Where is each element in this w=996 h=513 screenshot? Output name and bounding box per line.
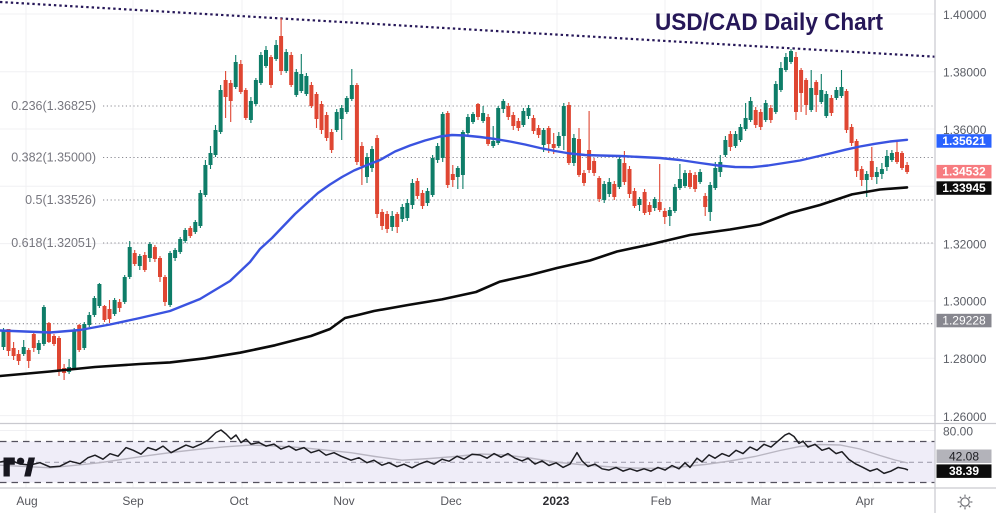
svg-text:1.29228: 1.29228	[942, 314, 986, 328]
svg-text:1.35621: 1.35621	[942, 134, 986, 148]
svg-text:1.32000: 1.32000	[943, 237, 987, 251]
svg-text:1.33945: 1.33945	[942, 181, 986, 195]
svg-text:USD/CAD Daily Chart: USD/CAD Daily Chart	[655, 9, 883, 36]
svg-text:Apr: Apr	[856, 494, 875, 508]
svg-text:Feb: Feb	[651, 494, 672, 508]
svg-text:Dec: Dec	[440, 494, 461, 508]
svg-text:1.40000: 1.40000	[943, 8, 987, 22]
svg-text:1.34532: 1.34532	[942, 165, 986, 179]
svg-text:38.39: 38.39	[949, 464, 979, 478]
svg-text:Mar: Mar	[751, 494, 772, 508]
svg-text:80.00: 80.00	[943, 425, 973, 439]
svg-text:1.26000: 1.26000	[943, 410, 987, 424]
svg-text:1.38000: 1.38000	[943, 66, 987, 80]
svg-text:42.08: 42.08	[949, 449, 979, 463]
svg-text:0.382(1.35000): 0.382(1.35000)	[11, 151, 96, 165]
svg-text:Nov: Nov	[333, 494, 354, 508]
svg-text:Oct: Oct	[230, 494, 249, 508]
svg-text:2023: 2023	[543, 494, 570, 508]
svg-text:0.618(1.32051): 0.618(1.32051)	[11, 236, 96, 250]
svg-text:1.28000: 1.28000	[943, 352, 987, 366]
svg-text:1.30000: 1.30000	[943, 295, 987, 309]
svg-text:0.236(1.36825): 0.236(1.36825)	[11, 99, 96, 113]
svg-text:Sep: Sep	[122, 494, 144, 508]
svg-text:Aug: Aug	[16, 494, 37, 508]
svg-text:0.5(1.33526): 0.5(1.33526)	[25, 193, 96, 207]
svg-text:1.36000: 1.36000	[943, 123, 987, 137]
